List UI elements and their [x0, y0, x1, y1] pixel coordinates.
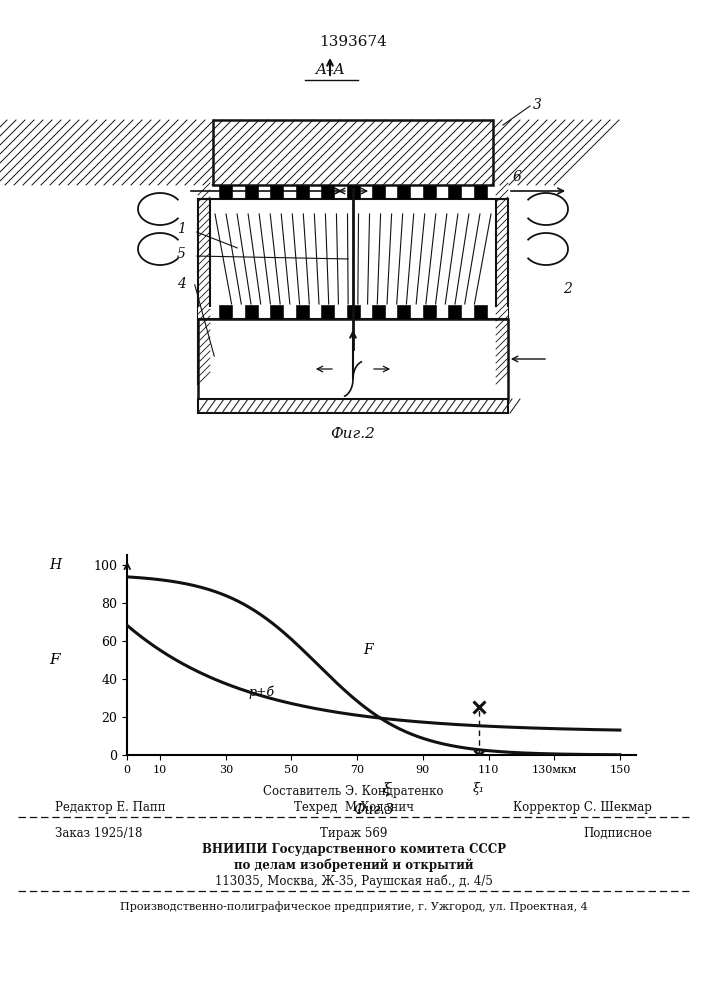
Bar: [397, 305, 410, 319]
Bar: [270, 185, 283, 199]
Bar: [296, 185, 308, 199]
Text: ξ: ξ: [382, 782, 391, 796]
Bar: [198, 399, 508, 413]
Text: Фиг.3: Фиг.3: [354, 803, 394, 817]
Text: Фиг.2: Фиг.2: [331, 427, 375, 441]
Bar: [198, 319, 508, 399]
Bar: [496, 199, 508, 384]
Text: Составитель Э. Кондратенко: Составитель Э. Кондратенко: [263, 785, 444, 798]
Text: ВНИИПИ Государственного комитета СССР: ВНИИПИ Государственного комитета СССР: [201, 843, 506, 856]
Bar: [198, 307, 508, 319]
Text: по делам изобретений и открытий: по делам изобретений и открытий: [234, 859, 473, 872]
Bar: [296, 305, 308, 319]
Text: 113035, Москва, Ж-35, Раушская наб., д. 4/5: 113035, Москва, Ж-35, Раушская наб., д. …: [214, 875, 493, 888]
Text: 2: 2: [563, 282, 572, 296]
Text: 1: 1: [177, 222, 186, 236]
Bar: [213, 120, 493, 185]
Text: ξ₁: ξ₁: [473, 782, 484, 795]
Bar: [474, 185, 487, 199]
Text: F: F: [363, 643, 373, 657]
Bar: [474, 305, 487, 319]
Bar: [245, 185, 257, 199]
Bar: [321, 305, 334, 319]
Text: Тираж 569: Тираж 569: [320, 827, 387, 840]
Bar: [397, 185, 410, 199]
Text: Подписное: Подписное: [583, 827, 652, 840]
Text: Заказ 1925/18: Заказ 1925/18: [55, 827, 142, 840]
Text: 3: 3: [533, 98, 542, 112]
Bar: [423, 185, 436, 199]
Bar: [321, 185, 334, 199]
Text: р+б: р+б: [249, 685, 275, 699]
Bar: [372, 185, 385, 199]
Text: 6: 6: [513, 170, 522, 184]
Text: F: F: [49, 653, 60, 667]
Text: Производственно-полиграфическое предприятие, г. Ужгород, ул. Проектная, 4: Производственно-полиграфическое предприя…: [119, 901, 588, 912]
Text: 1393674: 1393674: [319, 35, 387, 49]
Bar: [346, 305, 359, 319]
Bar: [245, 305, 257, 319]
Bar: [448, 185, 462, 199]
Text: H: H: [49, 558, 61, 572]
Bar: [346, 185, 359, 199]
Text: A–A: A–A: [315, 63, 345, 77]
Text: Корректор С. Шекмар: Корректор С. Шекмар: [513, 801, 652, 814]
Bar: [219, 305, 232, 319]
Bar: [270, 305, 283, 319]
Text: Редактор Е. Папп: Редактор Е. Папп: [55, 801, 165, 814]
Bar: [219, 185, 232, 199]
Text: 5: 5: [177, 247, 186, 261]
Bar: [448, 305, 462, 319]
Text: 4: 4: [177, 277, 186, 291]
Text: Техред  М.Ходанич: Техред М.Ходанич: [293, 801, 414, 814]
Bar: [372, 305, 385, 319]
Bar: [198, 199, 210, 384]
Bar: [423, 305, 436, 319]
